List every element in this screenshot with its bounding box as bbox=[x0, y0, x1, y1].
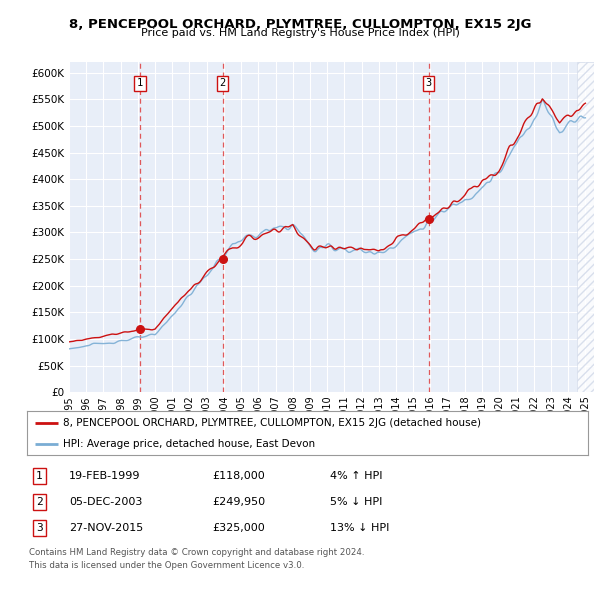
Text: 4% ↑ HPI: 4% ↑ HPI bbox=[330, 471, 382, 481]
Text: This data is licensed under the Open Government Licence v3.0.: This data is licensed under the Open Gov… bbox=[29, 560, 304, 569]
Text: 19-FEB-1999: 19-FEB-1999 bbox=[69, 471, 140, 481]
Text: 2: 2 bbox=[36, 497, 43, 507]
Text: £325,000: £325,000 bbox=[212, 523, 265, 533]
Polygon shape bbox=[577, 62, 594, 392]
Text: HPI: Average price, detached house, East Devon: HPI: Average price, detached house, East… bbox=[64, 438, 316, 448]
Text: 2: 2 bbox=[220, 78, 226, 88]
Text: Price paid vs. HM Land Registry's House Price Index (HPI): Price paid vs. HM Land Registry's House … bbox=[140, 28, 460, 38]
Text: 5% ↓ HPI: 5% ↓ HPI bbox=[330, 497, 382, 507]
Text: 8, PENCEPOOL ORCHARD, PLYMTREE, CULLOMPTON, EX15 2JG: 8, PENCEPOOL ORCHARD, PLYMTREE, CULLOMPT… bbox=[69, 18, 531, 31]
Text: 27-NOV-2015: 27-NOV-2015 bbox=[69, 523, 143, 533]
Text: 13% ↓ HPI: 13% ↓ HPI bbox=[330, 523, 389, 533]
Text: 3: 3 bbox=[425, 78, 432, 88]
Text: 3: 3 bbox=[36, 523, 43, 533]
Text: £118,000: £118,000 bbox=[212, 471, 265, 481]
Text: 1: 1 bbox=[137, 78, 143, 88]
Text: 8, PENCEPOOL ORCHARD, PLYMTREE, CULLOMPTON, EX15 2JG (detached house): 8, PENCEPOOL ORCHARD, PLYMTREE, CULLOMPT… bbox=[64, 418, 481, 428]
Text: £249,950: £249,950 bbox=[212, 497, 265, 507]
Text: 1: 1 bbox=[36, 471, 43, 481]
Text: Contains HM Land Registry data © Crown copyright and database right 2024.: Contains HM Land Registry data © Crown c… bbox=[29, 548, 364, 556]
Text: 05-DEC-2003: 05-DEC-2003 bbox=[69, 497, 142, 507]
